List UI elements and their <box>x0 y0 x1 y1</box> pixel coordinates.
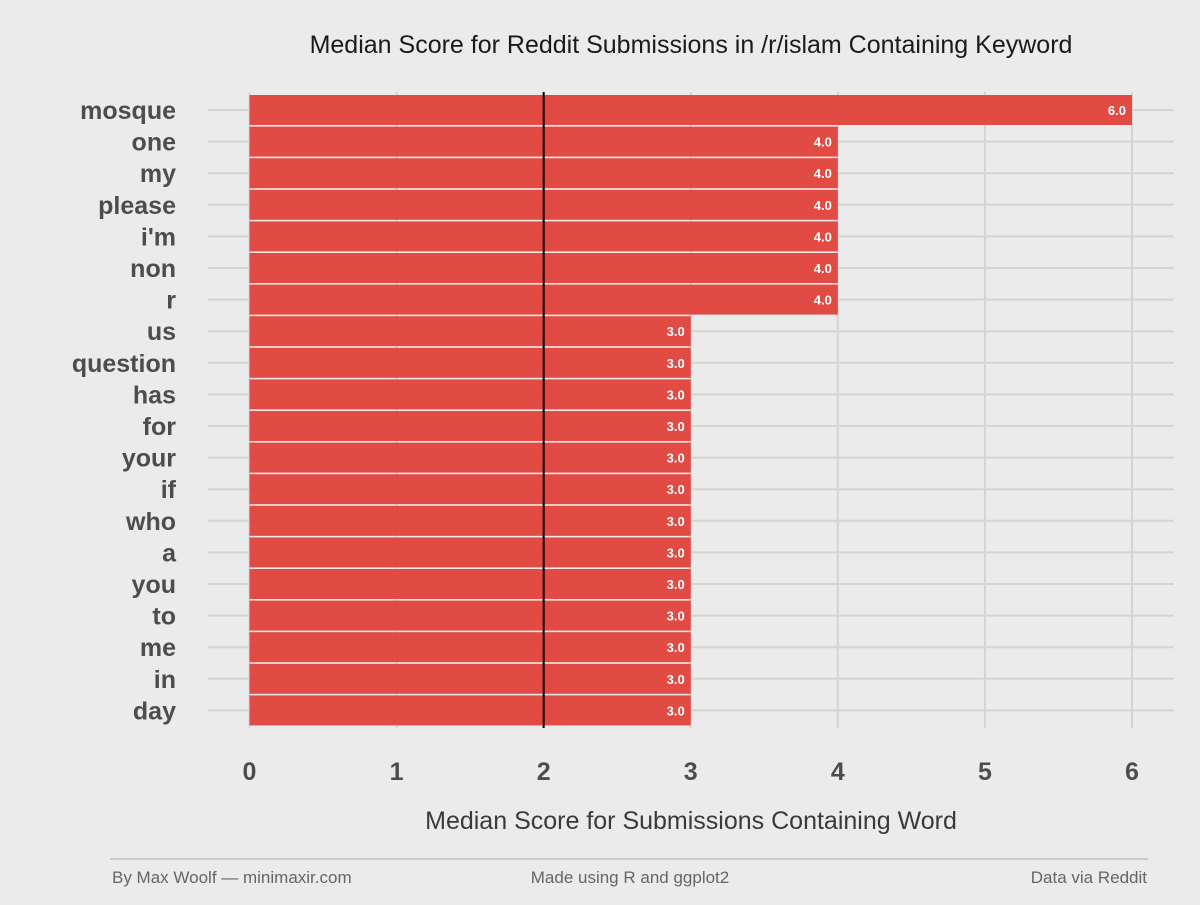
category-label: in <box>154 666 176 694</box>
bar <box>249 569 691 599</box>
data-label: 3.0 <box>667 482 685 497</box>
data-label: 3.0 <box>667 577 685 592</box>
data-labels: 6.0 4.0 4.0 4.0 4.0 4.0 4.0 3.0 3.0 3.0 3.0 3.0 3.0 3… <box>667 103 1126 718</box>
bar <box>249 505 691 536</box>
bar <box>249 474 691 505</box>
category-label: i'm <box>141 223 176 251</box>
data-label: 3.0 <box>667 324 685 339</box>
category-label: us <box>147 318 176 346</box>
bar <box>249 537 691 568</box>
category-label: me <box>140 634 176 662</box>
x-tick-label: 5 <box>978 758 992 786</box>
data-label: 3.0 <box>667 451 685 466</box>
footer-credit: By Max Woolf — minimaxir.com <box>112 868 352 887</box>
x-tick-label: 3 <box>684 758 698 786</box>
x-axis-title: Median Score for Submissions Containing … <box>425 807 957 835</box>
category-label: to <box>152 603 176 631</box>
category-label: non <box>130 255 176 283</box>
data-label: 3.0 <box>667 387 685 402</box>
chart-title: Median Score for Reddit Submissions in /… <box>310 31 1073 59</box>
category-label: question <box>72 350 176 378</box>
data-label: 3.0 <box>667 640 685 655</box>
bar <box>249 442 691 473</box>
category-label: my <box>140 160 176 188</box>
footer-tools: Made using R and ggplot2 <box>531 868 729 887</box>
x-tick-label: 0 <box>243 758 257 786</box>
data-label: 3.0 <box>667 514 685 529</box>
data-label: 3.0 <box>667 609 685 624</box>
category-label: one <box>132 129 177 157</box>
category-label: mosque <box>80 97 176 125</box>
data-label: 3.0 <box>667 545 685 560</box>
x-tick-label: 4 <box>831 758 845 786</box>
bar <box>249 95 1132 125</box>
data-label: 4.0 <box>814 198 832 213</box>
category-label: you <box>132 571 176 599</box>
bar <box>249 600 691 631</box>
data-label: 4.0 <box>814 293 832 308</box>
category-label: day <box>133 697 176 725</box>
bar <box>249 347 691 378</box>
bar <box>249 695 691 726</box>
data-label: 3.0 <box>667 672 685 687</box>
category-label: who <box>125 508 176 536</box>
category-label: a <box>162 539 177 567</box>
category-label: if <box>161 476 177 504</box>
category-labels: mosque one my please i'm non r us question has for… <box>72 97 177 725</box>
data-label: 3.0 <box>667 356 685 371</box>
data-label: 6.0 <box>1108 103 1126 118</box>
x-tick-label: 2 <box>537 758 551 786</box>
data-label: 4.0 <box>814 166 832 181</box>
data-label: 3.0 <box>667 419 685 434</box>
category-label: r <box>166 287 176 315</box>
data-label: 4.0 <box>814 229 832 244</box>
category-label: please <box>98 192 176 220</box>
data-label: 3.0 <box>667 703 685 718</box>
category-label: has <box>133 381 176 409</box>
category-label: for <box>143 413 177 441</box>
bar <box>249 316 691 347</box>
category-label: your <box>122 445 176 473</box>
bar <box>249 379 691 410</box>
x-axis-ticks: 0 1 2 3 4 5 6 <box>243 758 1139 786</box>
x-tick-label: 1 <box>390 758 404 786</box>
footer-source: Data via Reddit <box>1031 868 1148 887</box>
bar <box>249 632 691 663</box>
bar <box>249 663 691 694</box>
x-tick-label: 6 <box>1125 758 1139 786</box>
bar <box>249 411 691 441</box>
data-label: 4.0 <box>814 135 832 150</box>
data-label: 4.0 <box>814 261 832 276</box>
